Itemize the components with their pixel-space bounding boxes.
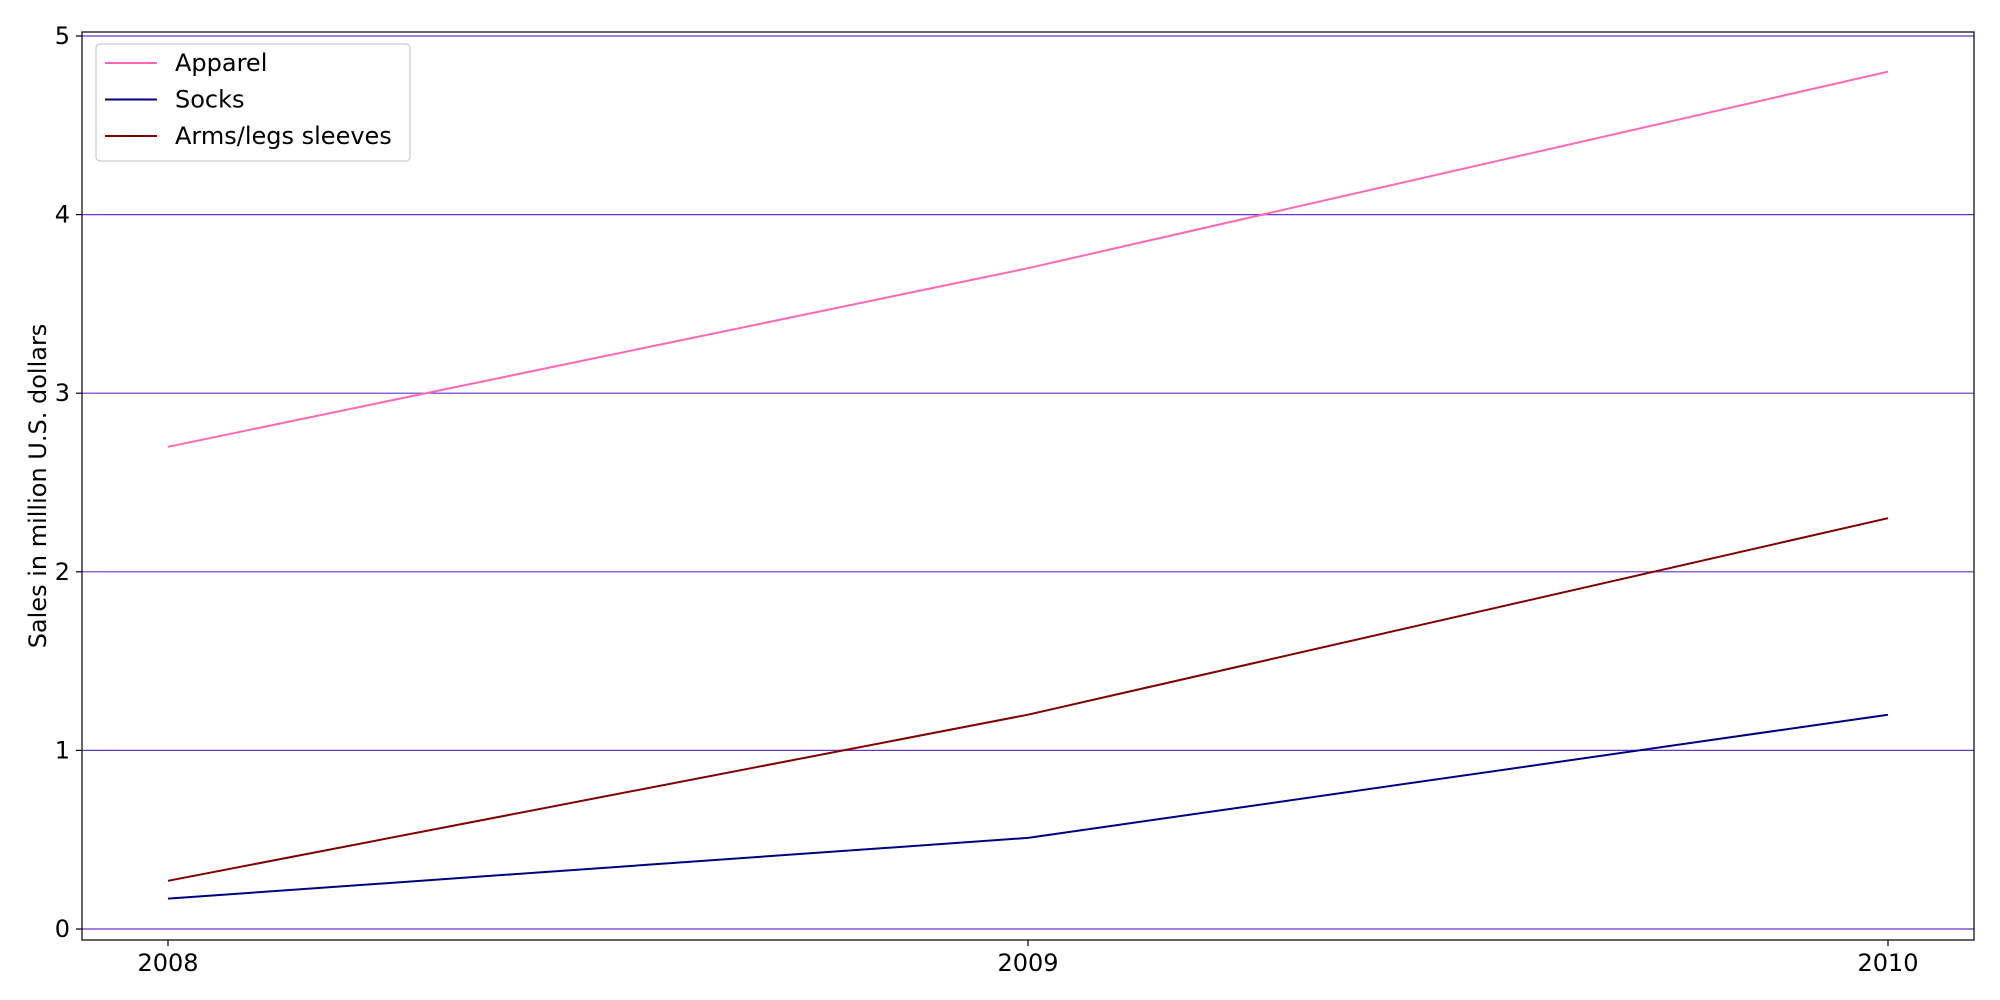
series-line bbox=[167, 713, 1889, 900]
legend-label: Apparel bbox=[175, 49, 267, 77]
x-tick-label: 2010 bbox=[1857, 949, 1918, 977]
x-tick-label: 2008 bbox=[137, 949, 198, 977]
y-axis-label: Sales in million U.S. dollars bbox=[24, 324, 52, 649]
x-tick-label: 2009 bbox=[997, 949, 1058, 977]
series-line bbox=[167, 517, 1889, 882]
y-tick-label: 0 bbox=[55, 915, 70, 943]
legend-label: Arms/legs sleeves bbox=[175, 122, 392, 150]
x-axis: 2008 2009 2010 bbox=[137, 940, 1919, 977]
y-tick-label: 3 bbox=[55, 379, 70, 407]
y-tick-label: 2 bbox=[55, 558, 70, 586]
legend: Apparel Socks Arms/legs sleeves bbox=[95, 43, 411, 162]
y-tick-label: 5 bbox=[55, 22, 70, 50]
y-tick-label: 4 bbox=[55, 201, 70, 229]
y-axis: 0 1 2 3 4 5 bbox=[55, 22, 82, 943]
gridlines bbox=[82, 35, 1974, 930]
y-tick-label: 1 bbox=[55, 736, 70, 764]
series-line bbox=[167, 70, 1889, 448]
plot-frame bbox=[81, 31, 1975, 941]
legend-label: Socks bbox=[175, 86, 245, 114]
legend-entries: Apparel Socks Arms/legs sleeves bbox=[105, 49, 392, 150]
legend-box bbox=[95, 43, 411, 162]
series-lines bbox=[167, 70, 1889, 900]
